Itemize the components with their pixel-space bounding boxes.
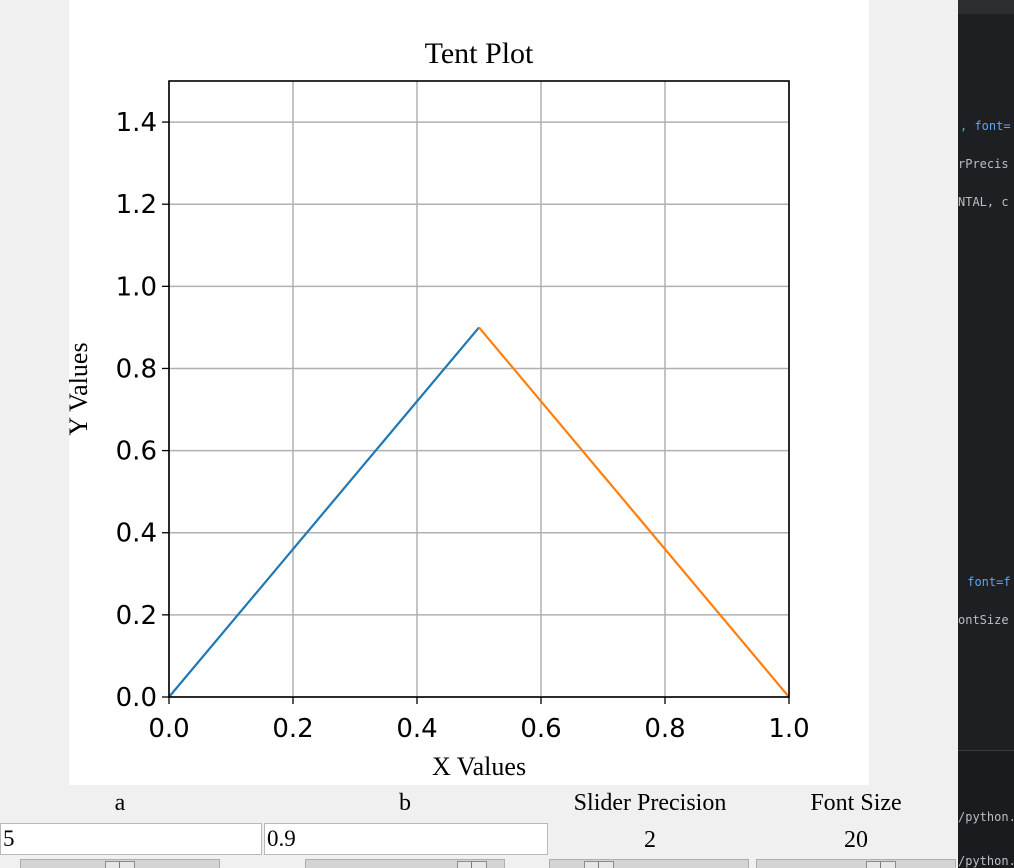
slider-precision-value: 2 bbox=[644, 827, 656, 853]
font-size-scale[interactable] bbox=[756, 859, 956, 868]
tent-plot-chart: 0.0 0.2 0.4 0.6 0.8 1.0 0.0 0.2 0.4 0.6 0.8 1.0 1.2 1… bbox=[69, 37, 810, 781]
y-tick-label: 0.2 bbox=[116, 601, 157, 631]
tk-app-window: 0.0 0.2 0.4 0.6 0.8 1.0 0.0 0.2 0.4 0.6 0.8 1.0 1.2 1… bbox=[0, 0, 958, 868]
series-line-1 bbox=[168, 326, 480, 698]
b-scale-slider[interactable] bbox=[457, 861, 488, 868]
a-scale[interactable] bbox=[20, 859, 220, 868]
plot-figure: 0.0 0.2 0.4 0.6 0.8 1.0 0.0 0.2 0.4 0.6 0.8 1.0 1.2 1… bbox=[69, 0, 869, 785]
font-size-label: Font Size bbox=[810, 790, 902, 816]
x-tick-label: 1.0 bbox=[768, 714, 809, 744]
y-tick-label: 1.0 bbox=[116, 272, 157, 302]
a-label: a bbox=[114, 790, 126, 816]
slider-precision-label: Slider Precision bbox=[573, 790, 727, 816]
slider-precision-scale[interactable] bbox=[549, 859, 749, 868]
x-tick-label: 0.0 bbox=[148, 714, 189, 744]
font-size-value: 20 bbox=[844, 827, 868, 853]
b-value-entry[interactable]: 0.9 bbox=[264, 823, 548, 855]
code-line: NTAL, c bbox=[958, 195, 1009, 209]
code-line: , font= bbox=[960, 119, 1011, 133]
x-tick-label: 0.2 bbox=[272, 714, 313, 744]
x-tick-label: 0.6 bbox=[520, 714, 561, 744]
x-tick-label: 0.8 bbox=[644, 714, 685, 744]
b-scale[interactable] bbox=[305, 859, 505, 868]
y-axis-label: Y Values bbox=[69, 342, 93, 435]
series-line-2 bbox=[478, 326, 790, 698]
code-line: font=f bbox=[960, 575, 1011, 589]
b-label: b bbox=[399, 790, 411, 816]
code-line: ontSize bbox=[958, 613, 1009, 627]
x-axis-label: X Values bbox=[432, 752, 526, 781]
background-code-editor: , font= rPrecis NTAL, c font=f ontSize /… bbox=[958, 0, 1014, 868]
a-scale-slider[interactable] bbox=[105, 861, 135, 868]
editor-top-bar bbox=[958, 0, 1014, 14]
y-tick-label: 0.4 bbox=[116, 519, 157, 549]
a-value-entry[interactable]: 5 bbox=[0, 823, 262, 855]
slider-precision-scale-slider[interactable] bbox=[583, 861, 614, 868]
terminal-line: /python. bbox=[958, 810, 1014, 824]
y-tick-label: 0.6 bbox=[116, 437, 157, 467]
editor-terminal-panel: /python. /python. bbox=[958, 750, 1014, 868]
font-size-scale-slider[interactable] bbox=[866, 861, 897, 868]
terminal-line: /python. bbox=[958, 854, 1014, 868]
y-tick-label: 1.4 bbox=[116, 108, 157, 138]
y-tick-label: 0.8 bbox=[116, 354, 157, 384]
code-line: rPrecis bbox=[958, 157, 1009, 171]
x-tick-label: 0.4 bbox=[396, 714, 437, 744]
y-tick-label: 0.0 bbox=[116, 683, 157, 713]
chart-title: Tent Plot bbox=[425, 37, 534, 70]
y-tick-label: 1.2 bbox=[116, 190, 157, 220]
plot-axes-frame bbox=[168, 80, 790, 698]
